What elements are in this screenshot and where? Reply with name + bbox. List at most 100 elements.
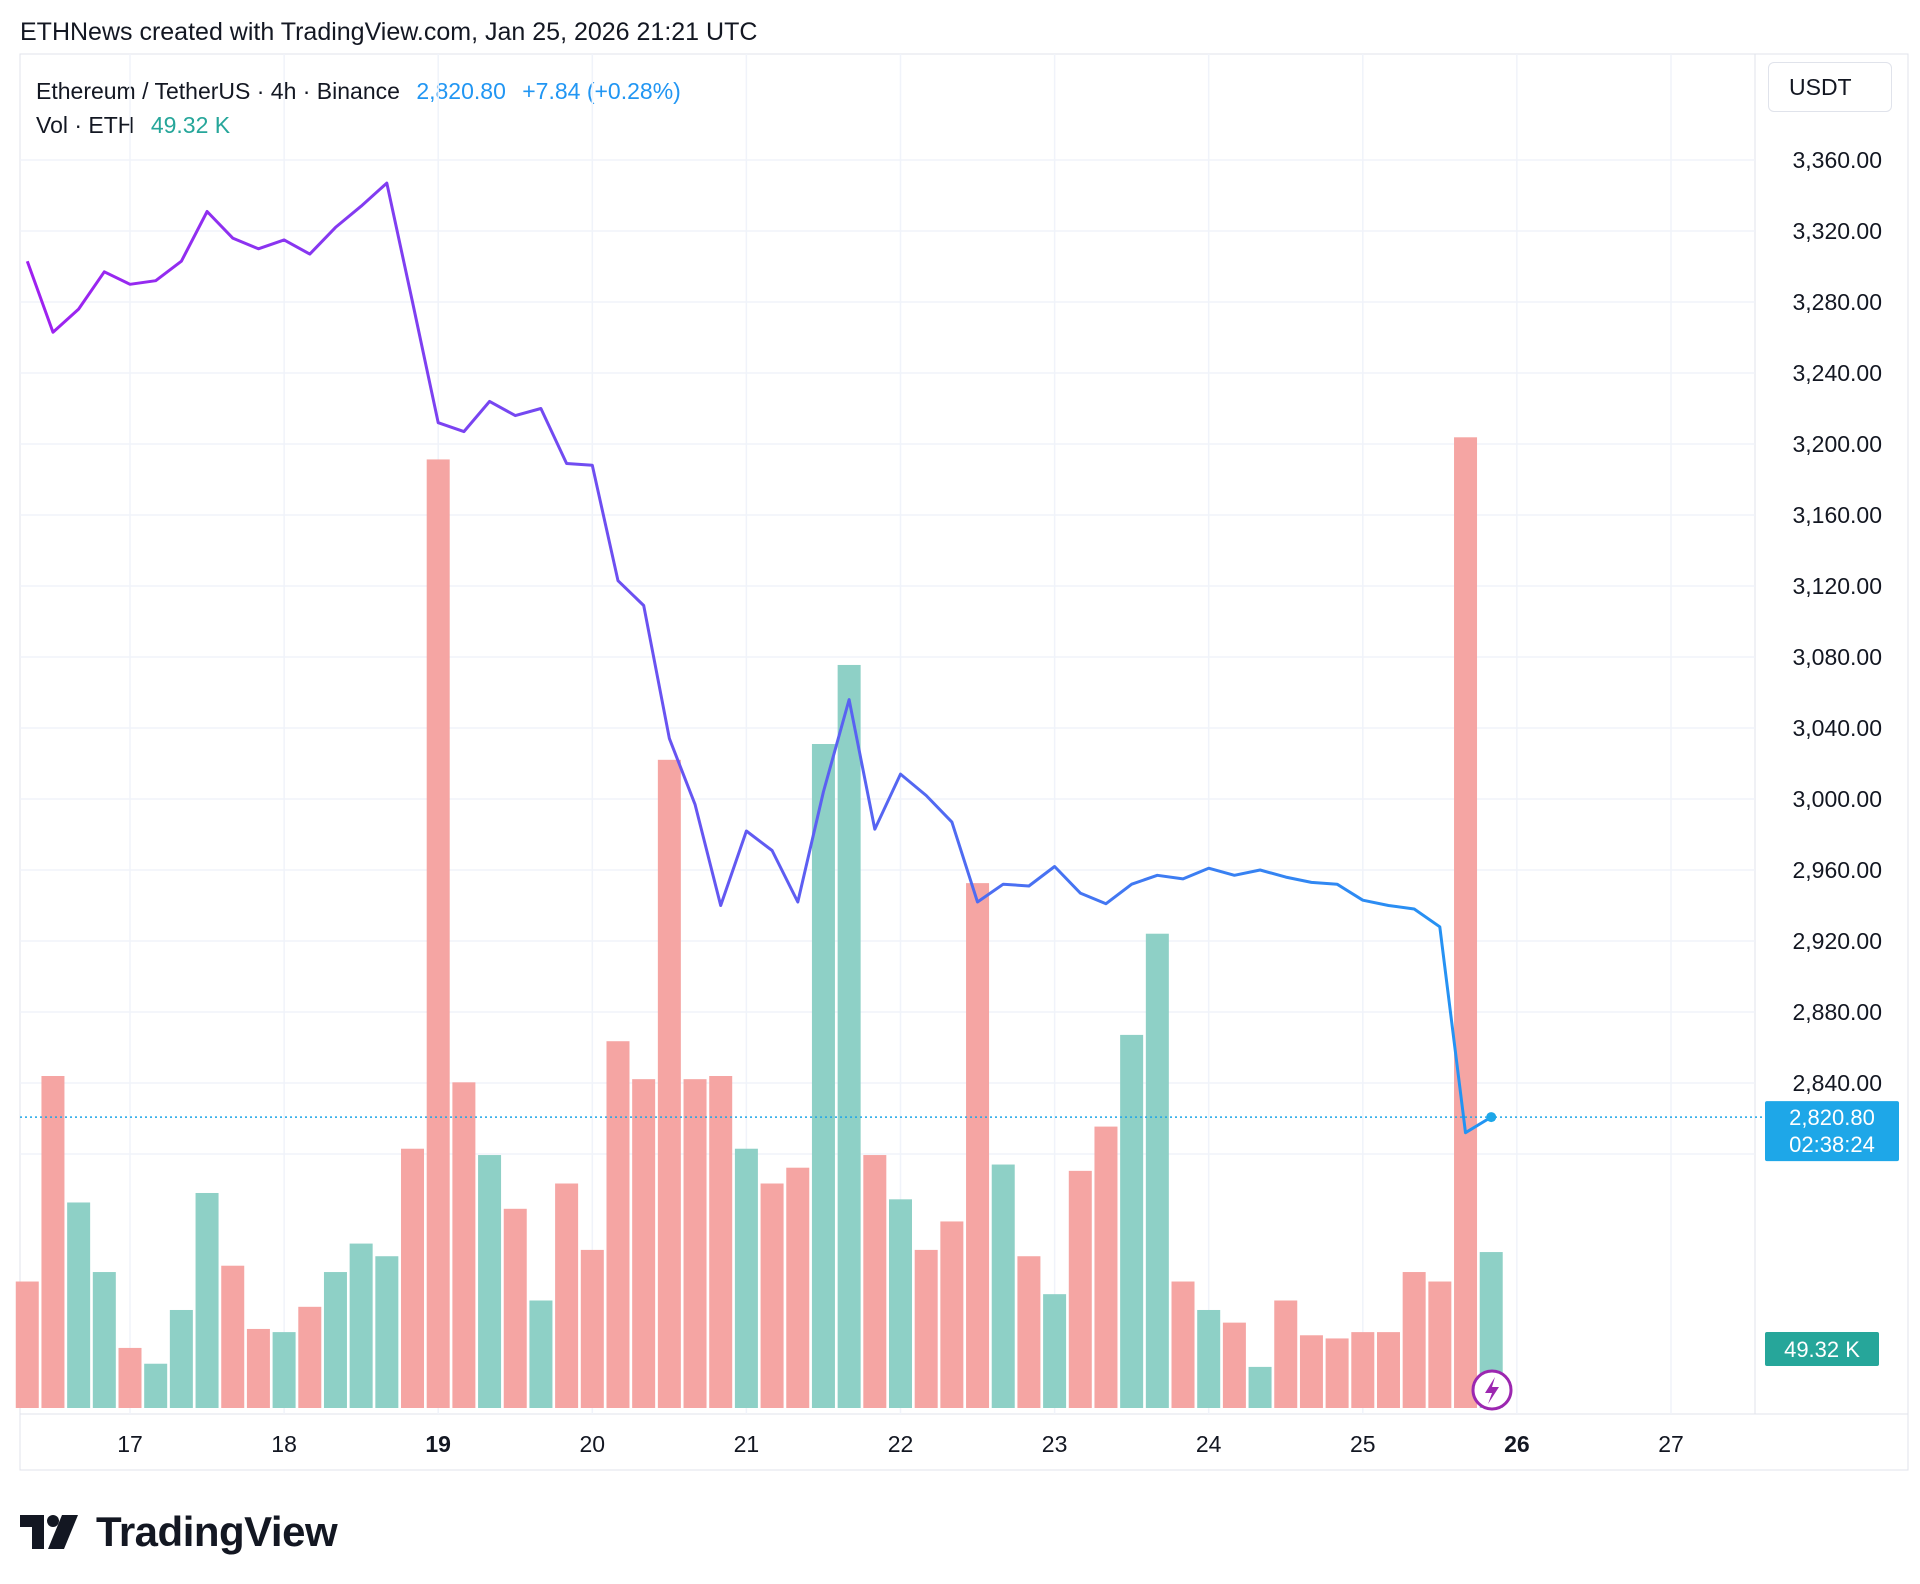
volume-bar (786, 1167, 810, 1408)
volume-bar (1299, 1335, 1323, 1408)
volume-bar (15, 1281, 39, 1408)
chart-credit: ETHNews created with TradingView.com, Ja… (20, 18, 758, 46)
y-tick-label: 3,000.00 (1792, 786, 1882, 812)
price-tag: 2,820.80 02:38:24 (1765, 1101, 1899, 1162)
volume-bar (195, 1192, 219, 1408)
x-tick-label: 21 (734, 1431, 760, 1457)
volume-bar (837, 664, 861, 1408)
volume-bar (323, 1272, 347, 1408)
lightning-icon[interactable] (1471, 1369, 1513, 1411)
volume-bar (734, 1148, 758, 1408)
volume-bar (914, 1249, 938, 1408)
volume-tag-value: 49.32 K (1784, 1337, 1860, 1362)
volume-bar (41, 1076, 65, 1408)
volume-bar (1376, 1332, 1400, 1408)
volume-bar (940, 1221, 964, 1408)
volume-bar (1454, 437, 1478, 1408)
volume-bar (760, 1183, 784, 1408)
volume-bar (1351, 1332, 1375, 1408)
y-tick-label: 2,960.00 (1792, 857, 1882, 883)
volume-bar (991, 1164, 1015, 1408)
volume-bar (580, 1249, 604, 1408)
volume-bar (349, 1243, 373, 1408)
volume-bar (401, 1148, 425, 1408)
volume-bar (709, 1076, 733, 1408)
volume-bar (1197, 1309, 1221, 1408)
volume-bar (503, 1208, 527, 1408)
y-tick-label: 3,160.00 (1792, 502, 1882, 528)
volume-label[interactable]: Vol · ETH (36, 112, 135, 138)
legend-price: 2,820.80 (416, 78, 506, 104)
y-tick-label: 3,040.00 (1792, 715, 1882, 741)
symbol-label[interactable]: Ethereum / TetherUS · 4h · Binance (36, 78, 400, 104)
x-tick-label: 17 (117, 1431, 143, 1457)
volume-bar (606, 1041, 630, 1408)
volume-bar (1017, 1256, 1041, 1408)
volume-bar (1094, 1126, 1118, 1408)
y-tick-label: 3,320.00 (1792, 218, 1882, 244)
symbol-row: Ethereum / TetherUS · 4h · Binance 2,820… (36, 74, 681, 108)
chart-frame (19, 53, 1909, 1471)
volume-bar (1402, 1272, 1426, 1408)
x-tick-label: 26 (1504, 1431, 1530, 1457)
x-tick-label: 20 (580, 1431, 606, 1457)
x-tick-label: 23 (1042, 1431, 1068, 1457)
y-tick-label: 3,120.00 (1792, 573, 1882, 599)
volume-bar (1171, 1281, 1195, 1408)
volume-bar (1428, 1281, 1452, 1408)
volume-bar (221, 1265, 245, 1408)
volume-bar (555, 1183, 579, 1408)
x-tick-label: 18 (271, 1431, 297, 1457)
volume-bar (298, 1306, 322, 1408)
volume-bar (375, 1256, 399, 1408)
price-line (25, 181, 1492, 1135)
volume-bar (1120, 1034, 1144, 1408)
price-tag-value: 2,820.80 (1789, 1105, 1875, 1130)
x-tick-label: 27 (1658, 1431, 1684, 1457)
x-tick-label: 22 (888, 1431, 914, 1457)
volume-bar (169, 1309, 193, 1408)
y-tick-label: 3,280.00 (1792, 289, 1882, 315)
volume-bar (966, 883, 990, 1408)
volume-bar (811, 744, 835, 1408)
tradingview-logo[interactable]: TradingView (20, 1508, 338, 1556)
volume-bar (529, 1300, 553, 1408)
tradingview-logo-icon (20, 1515, 78, 1549)
volume-bar (1248, 1366, 1272, 1408)
volume-row: Vol · ETH 49.32 K (36, 108, 681, 142)
volume-bar (1479, 1252, 1503, 1408)
volume-bar (118, 1347, 142, 1408)
volume-bar (426, 459, 450, 1408)
volume-bar (272, 1332, 296, 1408)
x-tick-label: 19 (425, 1431, 451, 1457)
y-tick-label: 2,880.00 (1792, 999, 1882, 1025)
volume-bar (863, 1155, 887, 1408)
volume-bar (1043, 1294, 1067, 1408)
volume-bar (1145, 933, 1169, 1408)
volume-tag: 49.32 K (1765, 1332, 1879, 1366)
volume-bar (452, 1082, 476, 1408)
y-tick-label: 2,920.00 (1792, 928, 1882, 954)
price-chart[interactable]: 2,840.00 2,880.00 2,920.00 2,960.00 3,000.00… (0, 0, 1920, 1480)
y-tick-label: 3,360.00 (1792, 147, 1882, 173)
volume-bar (67, 1202, 91, 1408)
volume-bar (1274, 1300, 1298, 1408)
x-tick-label: 25 (1350, 1431, 1376, 1457)
last-price-dot (1486, 1112, 1497, 1123)
volume-bar (683, 1079, 707, 1408)
chart-legend: Ethereum / TetherUS · 4h · Binance 2,820… (36, 74, 681, 142)
volume-bar (657, 759, 681, 1408)
tradingview-logo-text: TradingView (96, 1508, 338, 1555)
currency-unit-button[interactable]: USDT (1768, 62, 1892, 112)
legend-change: +7.84 (+0.28%) (522, 78, 681, 104)
price-tag-countdown: 02:38:24 (1789, 1132, 1875, 1157)
volume-bar (889, 1199, 912, 1408)
y-tick-label: 3,200.00 (1792, 431, 1882, 457)
volume-bar (144, 1363, 168, 1408)
y-tick-label: 3,080.00 (1792, 644, 1882, 670)
volume-bar (92, 1272, 116, 1408)
volume-bar (1068, 1170, 1092, 1408)
volume-bar (1222, 1322, 1246, 1408)
y-tick-label: 2,840.00 (1792, 1070, 1882, 1096)
legend-volume: 49.32 K (150, 112, 231, 138)
